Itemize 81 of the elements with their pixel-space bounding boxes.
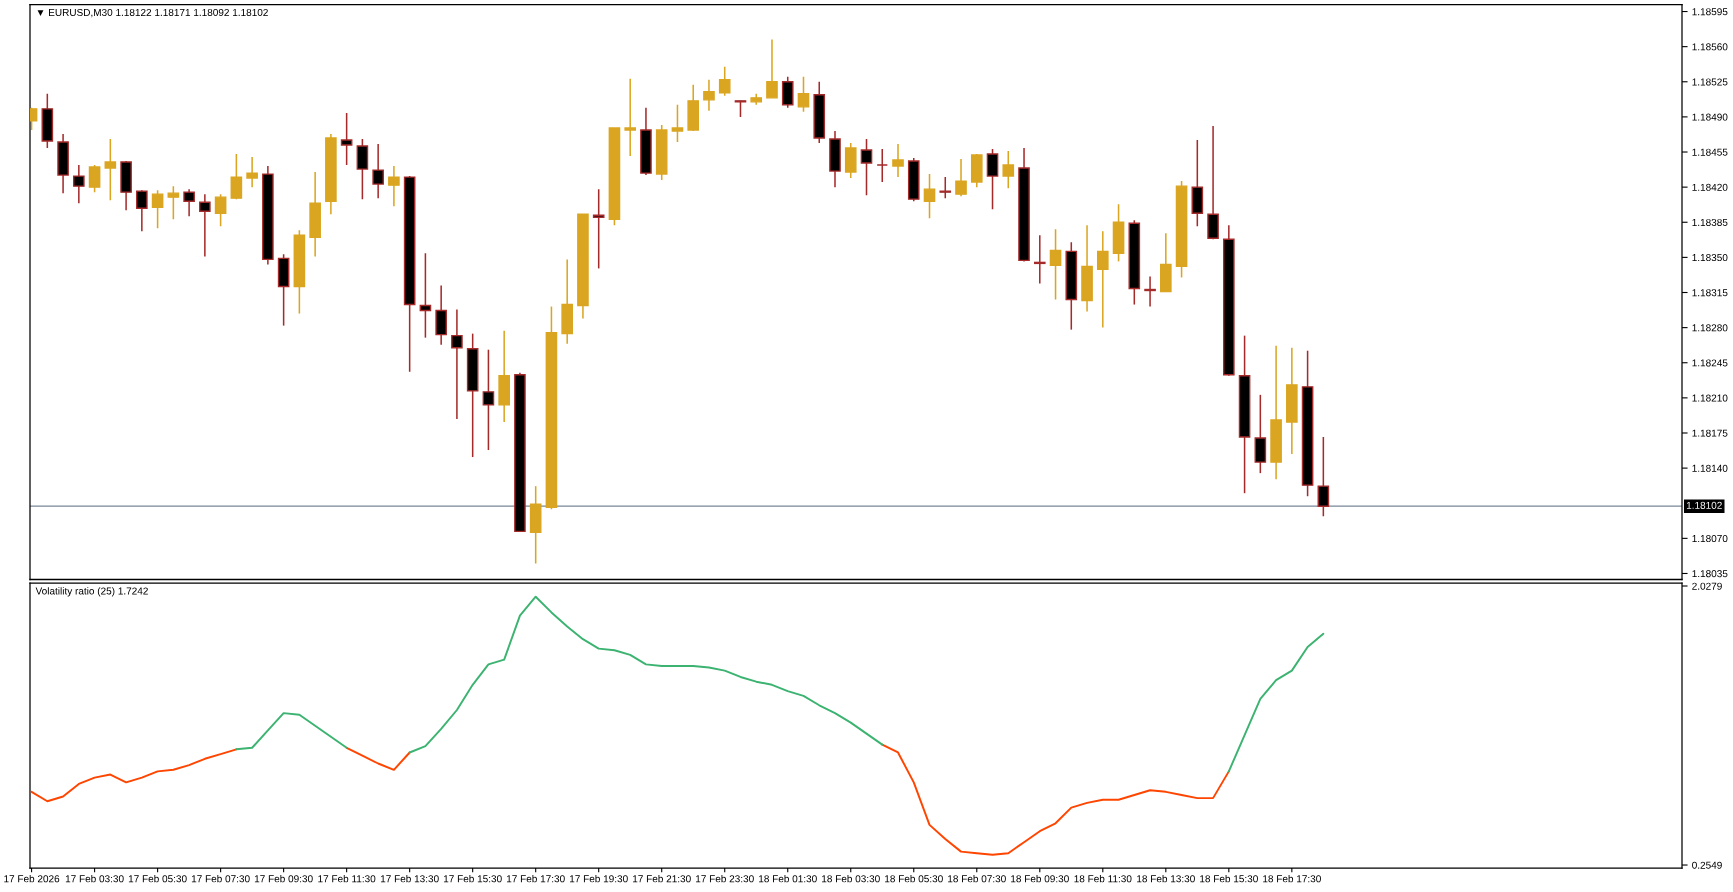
chart-title: Volatility ratio (25) 1.7242 (35, 587, 148, 597)
y-tick-label: 1.18245 (1692, 359, 1728, 367)
candlestick (1049, 228, 1062, 301)
candlestick (718, 65, 731, 97)
y-tick-label: 1.18595 (1692, 8, 1728, 16)
candlestick (860, 138, 873, 196)
x-tick-label: 17 Feb 23:30 (696, 874, 754, 883)
candlestick (88, 164, 101, 193)
x-tick-label: 18 Feb 07:30 (948, 874, 1006, 883)
x-tick-label: 17 Feb 15:30 (443, 874, 502, 883)
x-tick-label: 17 Feb 03:30 (65, 874, 124, 883)
y-tick-label: 1.18350 (1692, 254, 1728, 262)
x-tick-label: 18 Feb 17:30 (1263, 874, 1321, 883)
candlestick (73, 164, 85, 204)
x-tick-label: 17 Feb 19:30 (569, 874, 628, 883)
candlestick (230, 153, 243, 200)
x-tick-label: 18 Feb 15:30 (1200, 874, 1258, 883)
x-tick-label: 18 Feb 11:30 (1074, 874, 1132, 883)
x-tick-label: 17 Feb 11:30 (318, 874, 376, 883)
candlestick (340, 112, 353, 166)
x-tick-label: 17 Feb 05:30 (128, 874, 187, 883)
y-tick-label: 1.18280 (1692, 324, 1728, 332)
candlestick (923, 173, 936, 220)
candlestick (151, 189, 164, 230)
candlestick (451, 308, 463, 420)
y-tick-label: 2.0279 (1692, 582, 1722, 590)
y-tick-label: 1.18315 (1692, 289, 1728, 297)
y-tick-label: 1.18175 (1692, 429, 1728, 437)
x-tick-label: 18 Feb 09:30 (1011, 874, 1069, 883)
candlestick (1096, 230, 1109, 329)
candlestick (419, 252, 432, 339)
candlestick (372, 143, 384, 199)
candlestick (1033, 234, 1046, 285)
candlestick (482, 348, 495, 451)
candlestick (797, 75, 810, 113)
candlestick (986, 148, 999, 210)
y-tick-label: 1.18140 (1692, 464, 1728, 472)
y-tick-label: 1.18455 (1692, 148, 1728, 156)
candlestick (388, 165, 400, 207)
candlestick (939, 176, 952, 199)
candlestick (246, 156, 258, 188)
candlestick (592, 188, 605, 270)
candlestick (876, 148, 889, 183)
candlestick (955, 158, 967, 197)
candlestick (671, 104, 684, 143)
y-tick-label: 1.18385 (1692, 218, 1728, 226)
candlestick (781, 75, 794, 109)
candlestick (1144, 275, 1156, 308)
candlestick (167, 185, 180, 221)
candlestick (214, 193, 227, 228)
y-tick-label: 1.18070 (1692, 535, 1728, 543)
candlestick (104, 138, 117, 201)
x-tick-label: 18 Feb 03:30 (822, 874, 880, 883)
x-tick-label: 17 Feb 09:30 (254, 874, 313, 883)
candlestick (1002, 150, 1015, 189)
x-tick-label: 18 Feb 13:30 (1137, 874, 1195, 883)
x-tick-label: 17 Feb 13:30 (380, 874, 439, 883)
y-tick-label: 1.18210 (1692, 394, 1728, 402)
candlestick (136, 189, 148, 233)
x-tick-label: 18 Feb 01:30 (759, 874, 817, 883)
candlestick (199, 193, 211, 258)
candlestick (356, 138, 369, 200)
x-tick-label: 17 Feb 17:30 (506, 874, 565, 883)
candlestick (703, 78, 715, 112)
y-tick-label: 0.2549 (1692, 861, 1722, 869)
x-tick-label: 17 Feb 2026 (4, 874, 60, 883)
x-tick-label: 17 Feb 07:30 (191, 874, 250, 883)
x-tick-label: 18 Feb 05:30 (885, 874, 943, 883)
ref-line-label: 1.18102 (1686, 501, 1722, 509)
y-tick-label: 1.18420 (1692, 183, 1728, 191)
y-tick-label: 1.18035 (1692, 570, 1728, 578)
y-tick-label: 1.18525 (1692, 78, 1728, 86)
candlestick (183, 188, 195, 218)
y-tick-label: 1.18560 (1692, 43, 1728, 51)
chart-title: ▼ EURUSD,M30 1.18122 1.18171 1.18092 1.18102 (37, 8, 268, 18)
candlestick (766, 38, 778, 99)
candlestick (892, 143, 904, 178)
x-tick-label: 17 Feb 21:30 (633, 874, 691, 883)
y-tick-label: 1.18490 (1692, 113, 1728, 121)
candlestick (1317, 436, 1330, 518)
candlestick (624, 77, 637, 157)
